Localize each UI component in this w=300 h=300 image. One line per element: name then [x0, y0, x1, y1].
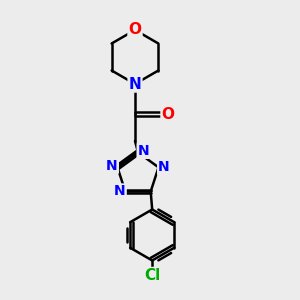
- Text: N: N: [106, 159, 118, 173]
- Text: O: O: [161, 106, 175, 122]
- Text: O: O: [128, 22, 142, 38]
- Text: N: N: [114, 184, 126, 199]
- Text: Cl: Cl: [144, 268, 160, 283]
- Text: N: N: [129, 76, 141, 92]
- Text: N: N: [158, 160, 170, 174]
- Text: N: N: [138, 144, 149, 158]
